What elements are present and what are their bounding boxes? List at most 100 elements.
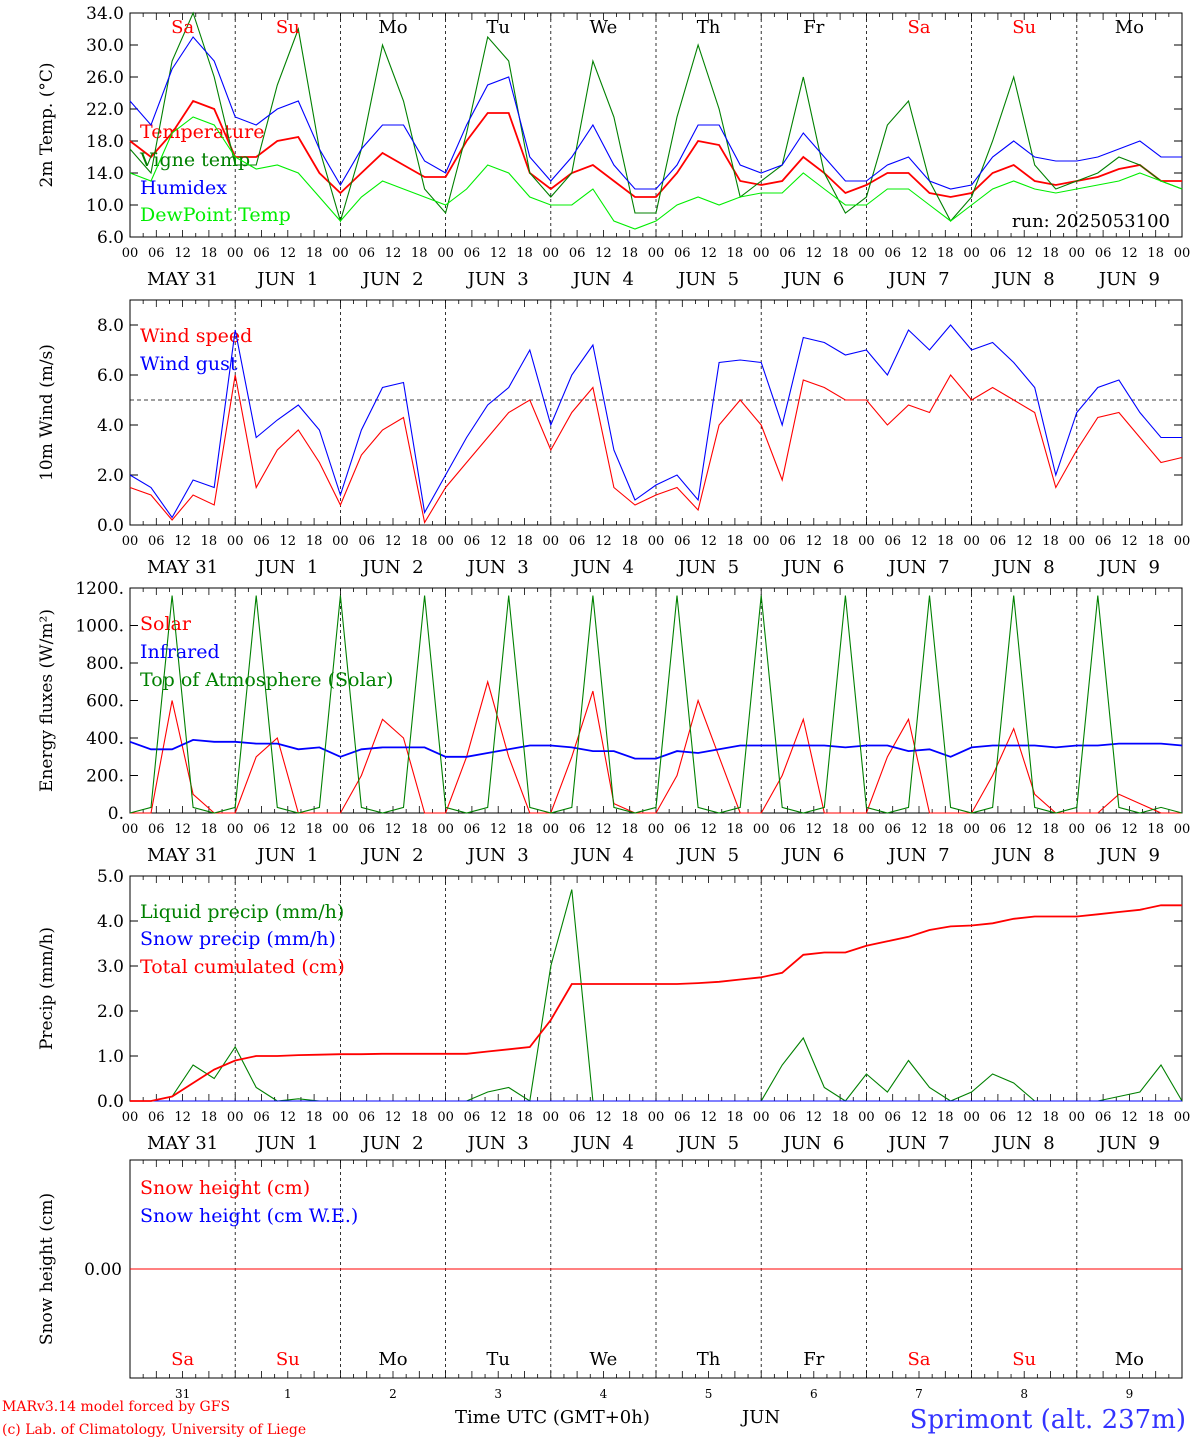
hour-tick-label: 18 [1147, 822, 1164, 837]
weekday-label: Sa [171, 17, 194, 38]
series-line-1 [129, 99, 1182, 198]
series-line-4 [129, 116, 1183, 230]
hour-tick-label: 12 [490, 246, 507, 261]
weekday-label: Mo [1115, 17, 1144, 38]
y-tick-label: 10.0 [86, 196, 124, 216]
weekday-label: We [590, 1349, 618, 1370]
hour-tick-label: 00 [648, 822, 665, 837]
date-label: JUN 5 [676, 557, 739, 578]
hour-tick-label: 00 [437, 1110, 454, 1125]
hour-tick-label: 06 [1095, 1110, 1112, 1125]
weekday-label: Su [1012, 1349, 1036, 1370]
legend-entry: Wind speed [140, 325, 252, 347]
hour-tick-label: 12 [385, 246, 402, 261]
date-label: JUN 9 [1097, 845, 1160, 866]
hour-tick-label: 12 [1121, 822, 1138, 837]
date-label: JUN 6 [781, 269, 844, 290]
hour-tick-label: 18 [727, 1110, 744, 1125]
day-number-label: 5 [705, 1387, 713, 1401]
y-axis-label: Precip (mm/h) [37, 927, 57, 1050]
legend-entry: Liquid precip (mm/h) [140, 901, 344, 923]
hour-tick-label: 12 [280, 246, 297, 261]
hour-tick-label: 12 [174, 246, 191, 261]
hour-tick-label: 18 [832, 1110, 849, 1125]
day-number-label: 8 [1020, 1387, 1028, 1401]
weekday-label: Tu [486, 17, 510, 38]
hour-tick-label: 18 [516, 534, 533, 549]
date-label: JUN 1 [255, 269, 318, 290]
date-label: JUN 9 [1097, 557, 1160, 578]
hour-tick-label: 12 [911, 1110, 928, 1125]
y-tick-label: 2.0 [97, 1002, 124, 1022]
day-number-label: 6 [810, 1387, 818, 1401]
hour-tick-label: 12 [1121, 534, 1138, 549]
hour-tick-label: 00 [122, 1110, 139, 1125]
y-tick-label: 22.0 [86, 100, 124, 120]
date-label: JUN 2 [360, 557, 423, 578]
date-label: MAY 31 [147, 1133, 218, 1154]
legend-entry: Solar [140, 613, 192, 635]
date-label: JUN 6 [781, 1133, 844, 1154]
series-line-3 [129, 595, 1183, 814]
y-tick-label: 0.0 [97, 1092, 124, 1112]
hour-tick-label: 18 [832, 822, 849, 837]
y-tick-label: 1000. [75, 617, 124, 637]
series-line-3 [129, 36, 1182, 190]
day-number-label: 3 [494, 1387, 502, 1401]
x-axis-label: Time UTC (GMT+0h) [455, 1407, 650, 1428]
hour-tick-label: 18 [1147, 246, 1164, 261]
hour-tick-label: 18 [621, 822, 638, 837]
hour-tick-label: 06 [884, 822, 901, 837]
hour-tick-label: 18 [832, 246, 849, 261]
hour-tick-label: 12 [911, 534, 928, 549]
hour-tick-label: 18 [1147, 534, 1164, 549]
hour-tick-label: 00 [543, 246, 560, 261]
date-label: JUN 2 [360, 1133, 423, 1154]
hour-tick-label: 06 [1095, 534, 1112, 549]
date-label: JUN 9 [1097, 269, 1160, 290]
weekday-label: Th [697, 17, 721, 38]
weekday-label: Su [276, 1349, 300, 1370]
legend-entry: Vigne temp [139, 149, 250, 171]
y-tick-label: 0.0 [97, 516, 124, 536]
hour-tick-label: 18 [937, 534, 954, 549]
hour-tick-label: 06 [148, 1110, 165, 1125]
y-tick-label: 1200. [75, 579, 124, 599]
hour-tick-label: 00 [227, 534, 244, 549]
hour-tick-label: 12 [490, 1110, 507, 1125]
hour-tick-label: 00 [963, 534, 980, 549]
y-axis-label: Snow height (cm) [37, 1193, 57, 1345]
legend-entry: Humidex [140, 177, 227, 199]
hour-tick-label: 00 [227, 246, 244, 261]
hour-tick-label: 12 [385, 1110, 402, 1125]
hour-tick-label: 18 [201, 246, 218, 261]
hour-tick-label: 18 [411, 1110, 428, 1125]
day-number-label: 7 [915, 1387, 923, 1401]
hour-tick-label: 12 [700, 1110, 717, 1125]
weekday-label: Fr [803, 17, 824, 38]
hour-tick-label: 18 [1042, 246, 1059, 261]
legend-entry: Temperature [140, 121, 264, 143]
hour-tick-label: 00 [858, 534, 875, 549]
hour-tick-label: 18 [411, 534, 428, 549]
hour-tick-label: 00 [227, 1110, 244, 1125]
hour-tick-label: 06 [990, 822, 1007, 837]
date-label: JUN 3 [466, 557, 529, 578]
date-label: JUN 7 [886, 269, 949, 290]
hour-tick-label: 12 [490, 534, 507, 549]
series-line-2 [129, 324, 1182, 519]
weekday-label: Mo [378, 17, 407, 38]
date-label: JUN 1 [255, 845, 318, 866]
hour-tick-label: 00 [122, 534, 139, 549]
hour-tick-label: 00 [122, 822, 139, 837]
y-tick-label: 8.0 [97, 316, 124, 336]
hour-tick-label: 18 [1042, 534, 1059, 549]
hour-tick-label: 06 [464, 246, 481, 261]
hour-tick-label: 18 [1147, 1110, 1164, 1125]
y-tick-label: 6.0 [97, 228, 124, 248]
lab-credit: (c) Lab. of Climatology, University of L… [2, 1422, 306, 1438]
hour-tick-label: 12 [595, 246, 612, 261]
hour-tick-label: 00 [963, 1110, 980, 1125]
date-label: JUN 3 [466, 845, 529, 866]
hour-tick-label: 06 [674, 534, 691, 549]
